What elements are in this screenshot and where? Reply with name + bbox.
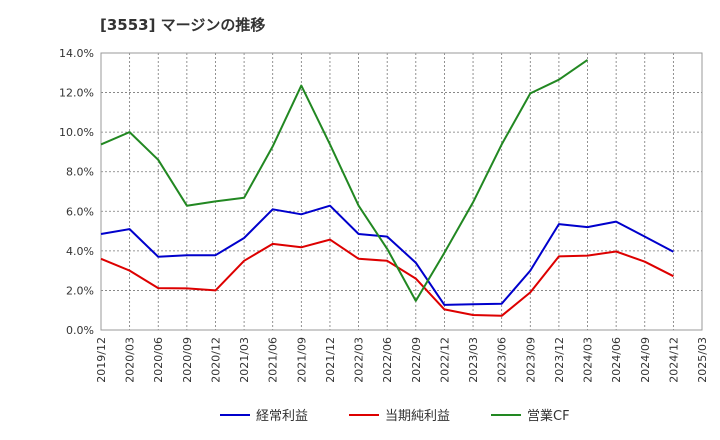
x-tick-label: 2024/06 bbox=[610, 337, 623, 383]
y-tick-label: 6.0% bbox=[66, 205, 94, 218]
series-line-1 bbox=[100, 238, 674, 317]
x-tick-label: 2020/06 bbox=[152, 337, 165, 383]
x-tick-label: 2023/12 bbox=[553, 337, 566, 383]
y-tick-label: 4.0% bbox=[66, 245, 94, 258]
y-tick-label: 14.0% bbox=[59, 47, 94, 60]
x-tick-label: 2022/12 bbox=[438, 337, 451, 383]
x-tick-label: 2023/06 bbox=[496, 337, 509, 383]
legend: 経常利益 当期純利益 営業CF bbox=[220, 408, 570, 424]
y-tick-label: 12.0% bbox=[59, 87, 94, 100]
x-tick-label: 2021/06 bbox=[267, 337, 280, 383]
x-tick-label: 2019/12 bbox=[95, 337, 108, 383]
y-tick-label: 2.0% bbox=[66, 284, 94, 297]
y-tick-label: 8.0% bbox=[66, 166, 94, 179]
x-tick-label: 2025/03 bbox=[696, 337, 709, 383]
x-tick-label: 2021/12 bbox=[324, 337, 337, 383]
x-tick-label: 2022/03 bbox=[353, 337, 366, 383]
x-axis-ticks: 2019/12 2020/03 2020/06 2020/09 2020/12 2021/… bbox=[95, 337, 709, 383]
plot-frame bbox=[100, 52, 703, 331]
x-tick-label: 2020/09 bbox=[181, 337, 194, 383]
y-tick-label: 0.0% bbox=[66, 324, 94, 337]
x-tick-label: 2021/03 bbox=[238, 337, 251, 383]
series-lines bbox=[100, 59, 674, 317]
x-tick-label: 2024/12 bbox=[667, 337, 680, 383]
x-tick-label: 2022/09 bbox=[410, 337, 423, 383]
series-line-2 bbox=[100, 59, 589, 302]
legend-label-1: 当期純利益 bbox=[385, 409, 450, 424]
legend-label-2: 営業CF bbox=[527, 408, 570, 424]
x-tick-label: 2023/03 bbox=[467, 337, 480, 383]
legend-label-0: 経常利益 bbox=[256, 409, 308, 424]
x-tick-label: 2024/03 bbox=[582, 337, 595, 383]
y-axis-ticks: 0.0% 2.0% 4.0% 6.0% 8.0% 10.0% 12.0% 14.0% bbox=[59, 47, 94, 337]
x-tick-label: 2020/03 bbox=[124, 337, 137, 383]
chart-title: [3553] マージンの推移 bbox=[100, 16, 266, 34]
y-tick-label: 10.0% bbox=[59, 126, 94, 139]
axes bbox=[100, 52, 703, 331]
x-tick-label: 2024/09 bbox=[639, 337, 652, 383]
series-line-0 bbox=[100, 204, 674, 306]
x-tick-label: 2023/09 bbox=[524, 337, 537, 383]
x-tick-label: 2020/12 bbox=[209, 337, 222, 383]
x-tick-label: 2021/09 bbox=[295, 337, 308, 383]
x-tick-label: 2022/06 bbox=[381, 337, 394, 383]
